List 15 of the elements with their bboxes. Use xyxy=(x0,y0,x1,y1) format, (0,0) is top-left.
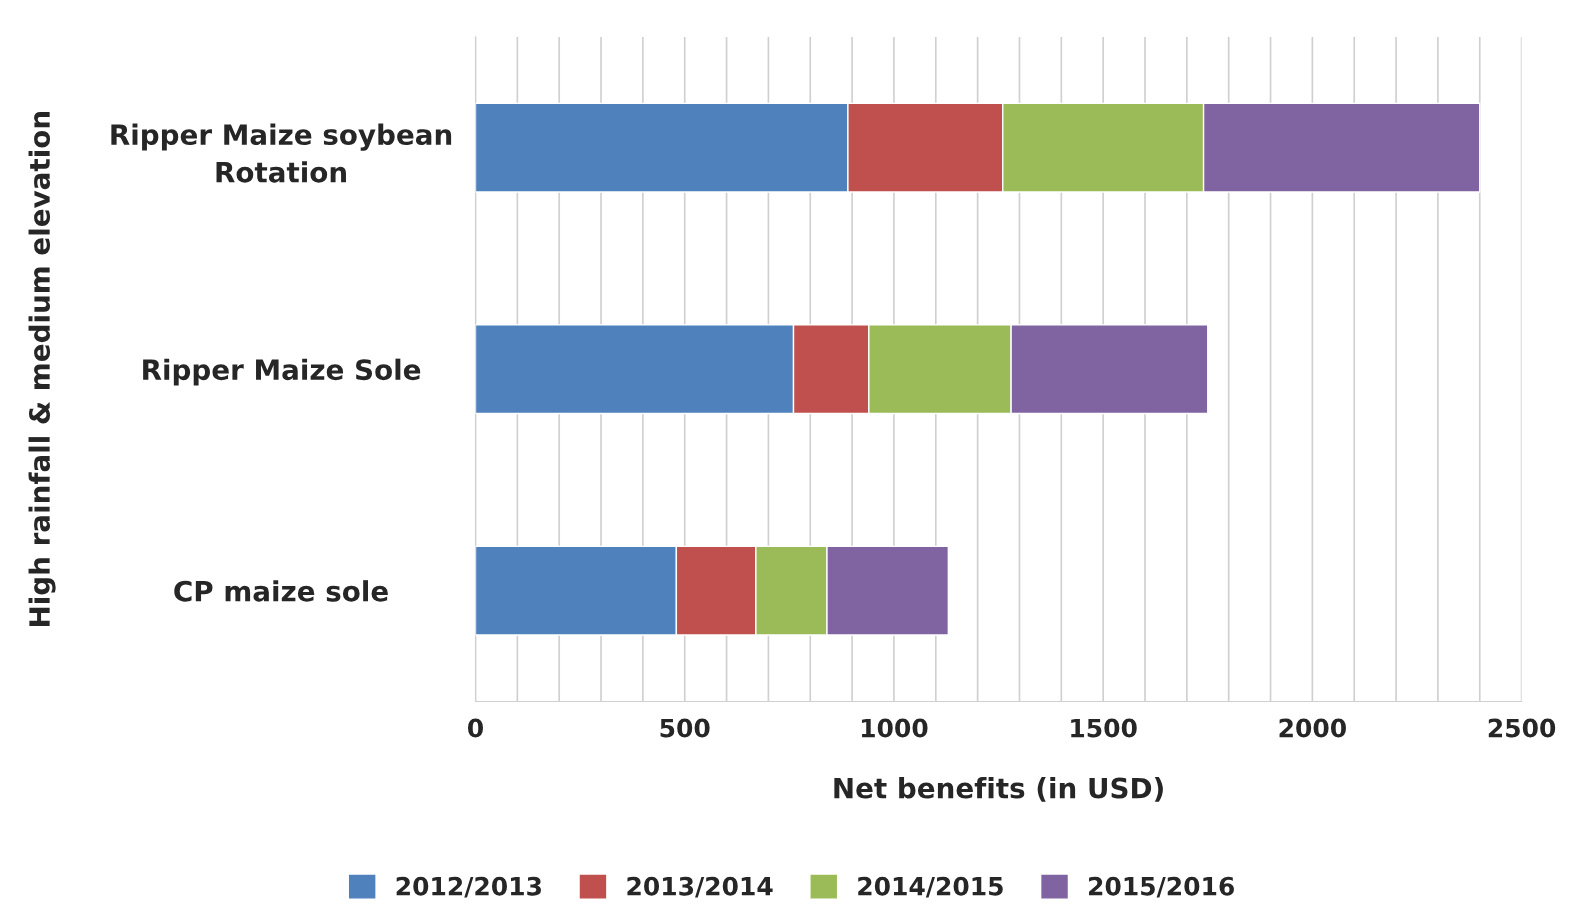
x-axis-title: Net benefits (in USD) xyxy=(834,777,1163,802)
legend-label: 2014/2015 xyxy=(858,876,1003,898)
y-axis-title: High rainfall & medium elevation xyxy=(28,112,56,626)
y-tick-label: Ripper Maize soybean Rotation xyxy=(111,123,452,183)
legend-label: 2013/2014 xyxy=(627,876,773,898)
x-tick-label: 2000 xyxy=(1279,718,1346,738)
legend-label: 2015/2016 xyxy=(1089,876,1234,898)
legend-label: 2012/2013 xyxy=(396,876,541,898)
y-tick-label: CP maize sole xyxy=(174,580,388,602)
x-tick-label: 500 xyxy=(660,718,710,738)
x-tick-label: 2500 xyxy=(1488,718,1556,738)
x-tick-label: 1000 xyxy=(861,718,928,738)
y-tick-label: Ripper Maize Sole xyxy=(143,358,421,386)
x-tick-label: 0 xyxy=(468,718,483,738)
x-tick-label: 1500 xyxy=(1071,718,1137,738)
